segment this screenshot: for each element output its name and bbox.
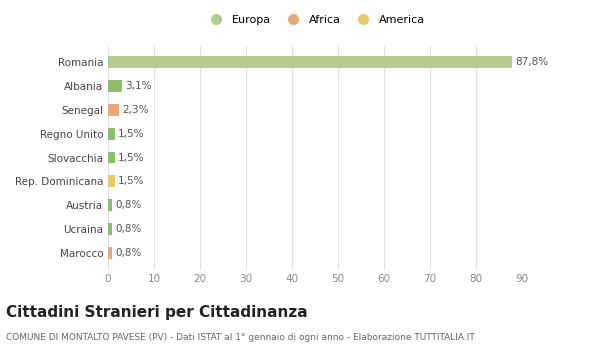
Legend: Europa, Africa, America: Europa, Africa, America: [201, 11, 429, 30]
Bar: [108, 152, 115, 163]
Text: 0,8%: 0,8%: [115, 201, 141, 210]
Text: 0,8%: 0,8%: [115, 248, 141, 258]
Bar: [108, 199, 112, 211]
Text: 3,1%: 3,1%: [125, 80, 152, 91]
Text: 1,5%: 1,5%: [118, 176, 145, 187]
Text: 2,3%: 2,3%: [122, 105, 148, 114]
Bar: [108, 247, 112, 259]
Text: COMUNE DI MONTALTO PAVESE (PV) - Dati ISTAT al 1° gennaio di ogni anno - Elabora: COMUNE DI MONTALTO PAVESE (PV) - Dati IS…: [6, 332, 475, 342]
Text: 0,8%: 0,8%: [115, 224, 141, 234]
Bar: [108, 104, 119, 116]
Bar: [108, 80, 122, 92]
Bar: [108, 175, 115, 188]
Bar: [108, 223, 112, 235]
Text: 1,5%: 1,5%: [118, 128, 145, 139]
Text: 87,8%: 87,8%: [515, 57, 548, 66]
Text: 1,5%: 1,5%: [118, 153, 145, 162]
Text: Cittadini Stranieri per Cittadinanza: Cittadini Stranieri per Cittadinanza: [6, 304, 308, 320]
Bar: [108, 56, 512, 68]
Bar: [108, 127, 115, 140]
